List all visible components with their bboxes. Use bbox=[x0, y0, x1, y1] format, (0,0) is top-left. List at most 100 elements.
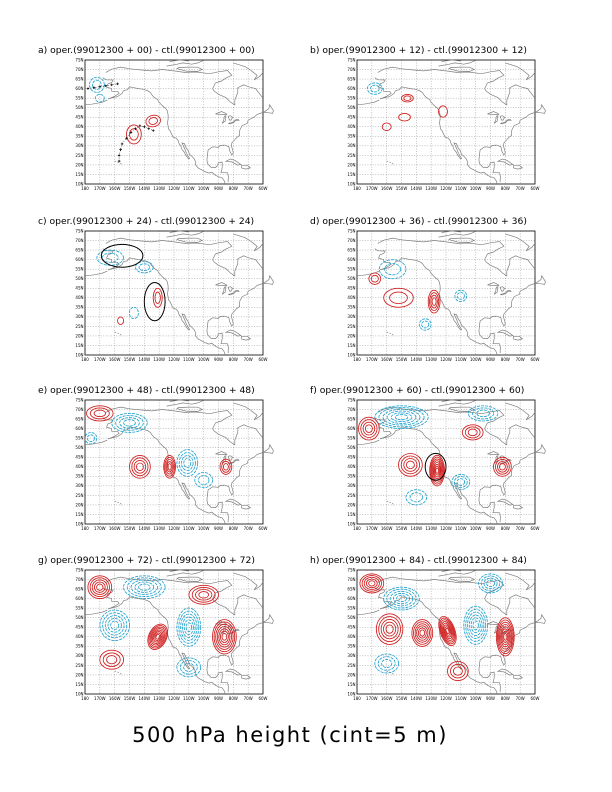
x-tick-label: 180 bbox=[81, 357, 89, 362]
coastline-b bbox=[356, 59, 546, 185]
y-tick-label: 35N bbox=[75, 644, 83, 649]
contours-h bbox=[359, 573, 515, 682]
x-tick-label: 60W bbox=[530, 526, 539, 531]
x-tick-label: 80W bbox=[229, 357, 238, 362]
y-tick-label: 65N bbox=[75, 586, 83, 591]
y-tick-label: 45N bbox=[347, 455, 355, 460]
x-tick-label: 170W bbox=[366, 526, 378, 531]
x-tick-label: 60W bbox=[258, 696, 267, 701]
contours-b bbox=[366, 82, 448, 132]
y-tick-label: 20N bbox=[347, 502, 355, 507]
y-tick-label: 50N bbox=[75, 276, 83, 281]
x-tick-label: 170W bbox=[94, 186, 106, 191]
x-tick-label: 120W bbox=[440, 357, 452, 362]
x-tick-label: 90W bbox=[214, 186, 223, 191]
x-tick-label: 140W bbox=[139, 186, 151, 191]
x-tick-label: 120W bbox=[440, 696, 452, 701]
contours-g bbox=[87, 575, 237, 678]
y-tick-label: 65N bbox=[75, 76, 83, 81]
y-tick-label: 55N bbox=[347, 436, 355, 441]
tick-labels-c: 180 170W 160W 150W 140W 130W 120W 110W 100W 90W 80… bbox=[75, 228, 267, 362]
x-tick-label: 100W bbox=[470, 357, 482, 362]
y-tick-label: 10N bbox=[347, 181, 355, 186]
panel-title-f: f) oper.(99012300 + 60) - ctl.(99012300 … bbox=[310, 385, 524, 396]
x-tick-label: 180 bbox=[81, 186, 89, 191]
x-tick-label: 70W bbox=[244, 526, 253, 531]
y-tick-label: 15N bbox=[75, 172, 83, 177]
contours-a bbox=[89, 76, 161, 145]
y-tick-label: 55N bbox=[75, 267, 83, 272]
y-tick-label: 15N bbox=[75, 343, 83, 348]
panels: a) oper.(99012300 + 00) - ctl.(99012300 … bbox=[38, 45, 546, 701]
y-tick-label: 35N bbox=[347, 305, 355, 310]
x-tick-label: 140W bbox=[411, 186, 423, 191]
x-tick-label: 120W bbox=[168, 186, 180, 191]
x-tick-label: 110W bbox=[455, 186, 467, 191]
x-tick-label: 150W bbox=[124, 357, 136, 362]
y-tick-label: 10N bbox=[347, 352, 355, 357]
x-tick-label: 180 bbox=[81, 696, 89, 701]
y-tick-label: 15N bbox=[75, 682, 83, 687]
x-tick-label: 60W bbox=[258, 186, 267, 191]
grid-e bbox=[85, 400, 263, 524]
x-tick-label: 160W bbox=[381, 526, 393, 531]
y-tick-label: 35N bbox=[75, 305, 83, 310]
x-tick-label: 70W bbox=[516, 357, 525, 362]
x-tick-label: 110W bbox=[455, 357, 467, 362]
y-tick-label: 35N bbox=[75, 134, 83, 139]
y-tick-label: 30N bbox=[347, 143, 355, 148]
x-tick-label: 130W bbox=[153, 696, 165, 701]
x-tick-label: 150W bbox=[124, 696, 136, 701]
y-tick-label: 65N bbox=[347, 416, 355, 421]
panel-title-d: d) oper.(99012300 + 36) - ctl.(99012300 … bbox=[310, 216, 527, 227]
x-tick-label: 150W bbox=[124, 186, 136, 191]
tick-labels-h: 180 170W 160W 150W 140W 130W 120W 110W 100W 90W 80… bbox=[347, 567, 539, 701]
contours-f bbox=[358, 405, 512, 506]
x-tick-label: 90W bbox=[214, 696, 223, 701]
tick-labels-g: 180 170W 160W 150W 140W 130W 120W 110W 100W 90W 80… bbox=[75, 567, 267, 701]
contours-e bbox=[85, 405, 233, 489]
x-tick-label: 150W bbox=[396, 526, 408, 531]
y-tick-label: 30N bbox=[75, 653, 83, 658]
x-tick-label: 180 bbox=[353, 357, 361, 362]
y-tick-label: 55N bbox=[75, 96, 83, 101]
y-tick-label: 25N bbox=[75, 493, 83, 498]
panel-c: c) oper.(99012300 + 24) - ctl.(99012300 … bbox=[38, 216, 274, 362]
tick-labels-a: 180 170W 160W 150W 140W 130W 120W 110W 100W 90W 80… bbox=[75, 57, 267, 191]
y-tick-label: 60N bbox=[75, 426, 83, 431]
tick-labels-d: 180 170W 160W 150W 140W 130W 120W 110W 100W 90W 80… bbox=[347, 228, 539, 362]
panel-title-a: a) oper.(99012300 + 00) - ctl.(99012300 … bbox=[38, 45, 255, 56]
x-tick-label: 110W bbox=[455, 696, 467, 701]
x-tick-label: 70W bbox=[516, 696, 525, 701]
tick-labels-e: 180 170W 160W 150W 140W 130W 120W 110W 100W 90W 80… bbox=[75, 397, 267, 531]
y-tick-label: 20N bbox=[347, 162, 355, 167]
y-tick-label: 45N bbox=[75, 286, 83, 291]
x-tick-label: 160W bbox=[381, 357, 393, 362]
x-tick-label: 120W bbox=[168, 357, 180, 362]
grid-b bbox=[357, 60, 535, 184]
x-tick-label: 120W bbox=[168, 696, 180, 701]
x-tick-label: 100W bbox=[198, 357, 210, 362]
x-tick-label: 140W bbox=[411, 526, 423, 531]
y-tick-label: 50N bbox=[75, 445, 83, 450]
track-markers bbox=[86, 82, 155, 163]
y-tick-label: 70N bbox=[347, 67, 355, 72]
x-tick-label: 70W bbox=[516, 526, 525, 531]
x-tick-label: 180 bbox=[353, 526, 361, 531]
x-tick-label: 110W bbox=[183, 186, 195, 191]
x-tick-label: 70W bbox=[244, 357, 253, 362]
x-tick-label: 150W bbox=[124, 526, 136, 531]
panel-e: e) oper.(99012300 + 48) - ctl.(99012300 … bbox=[38, 385, 274, 531]
x-tick-label: 110W bbox=[183, 357, 195, 362]
y-tick-label: 55N bbox=[347, 606, 355, 611]
panel-title-b: b) oper.(99012300 + 12) - ctl.(99012300 … bbox=[310, 45, 527, 56]
y-tick-label: 60N bbox=[75, 86, 83, 91]
x-tick-label: 90W bbox=[486, 696, 495, 701]
y-tick-label: 50N bbox=[347, 615, 355, 620]
x-tick-label: 160W bbox=[109, 696, 121, 701]
x-tick-label: 70W bbox=[516, 186, 525, 191]
x-tick-label: 130W bbox=[425, 357, 437, 362]
panel-g: g) oper.(99012300 + 72) - ctl.(99012300 … bbox=[38, 555, 274, 701]
x-tick-label: 70W bbox=[244, 186, 253, 191]
y-tick-label: 40N bbox=[347, 464, 355, 469]
